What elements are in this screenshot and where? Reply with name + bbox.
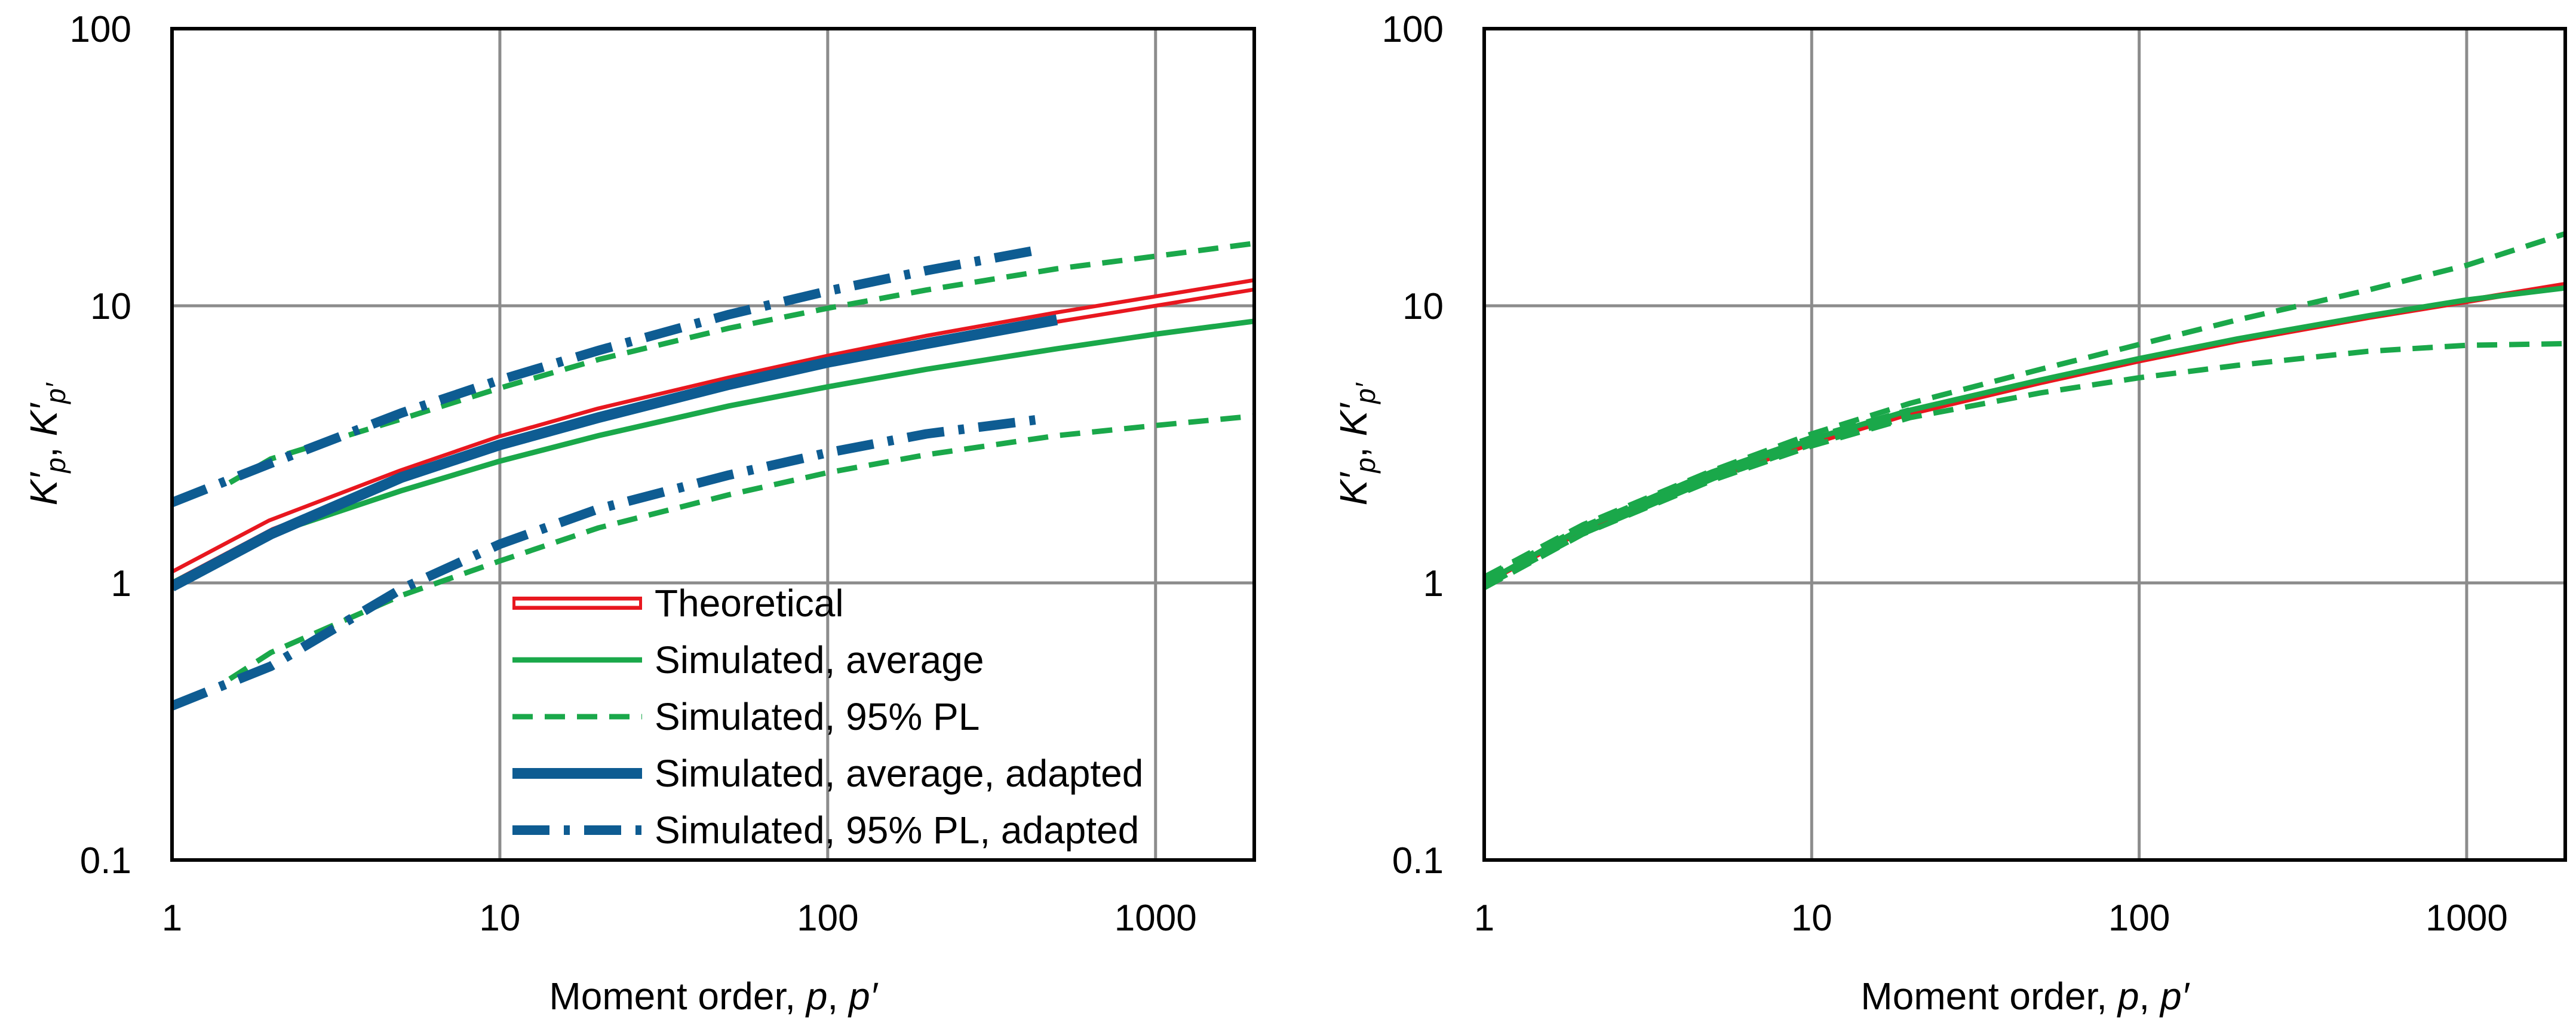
legend-item-simulated-95-pl: Simulated, 95% PL [512,695,980,738]
legend-item-simulated-95-pl-label: Simulated, 95% PL [655,695,980,738]
legend-item-simulated-average-adapted-label: Simulated, average, adapted [655,752,1143,795]
right-y-tick-label: 1 [1423,563,1444,604]
right-y-axis-title: K′p, K′p′ [1332,382,1381,505]
right-y-tick-label: 0.1 [1392,840,1444,882]
left-legend: Theoretical Simulated, average Simulated, … [512,582,1143,852]
left-x-axis-title: Moment order, p, p′ [549,975,878,1018]
left-plot-frame [170,27,1256,862]
left-y-axis-title: K′p, K′p′ [22,382,71,505]
right-series-simulated-95-pl-3 [1484,340,2565,591]
left-series-simulated-95-pl-3 [228,413,1254,681]
left-x-tick-label: 100 [797,898,858,939]
legend-item-simulated-95-pl-adapted: Simulated, 95% PL, adapted [512,809,1139,852]
right-x-tick-label: 1000 [2425,898,2508,939]
left-series-theoretical-0-fill [172,282,1254,580]
legend-item-simulated-average-label: Simulated, average [655,638,984,681]
right-x-tick-label: 100 [2108,898,2170,939]
left-y-tick-label: 100 [70,9,131,50]
left-series-simulated-95-pl-adapted-6 [172,414,1043,711]
left-y-tick-label: 1 [111,563,131,604]
left-series-theoretical-0-outline [172,278,1254,583]
left-series-simulated-average-1 [172,318,1254,586]
legend-item-simulated-95-pl-adapted-label: Simulated, 95% PL, adapted [655,809,1139,852]
left-tick-labels: 1 10 100 1000 0.1 1 10 100 [70,9,1197,939]
left-series-group [172,241,1254,711]
right-tick-labels: 1 10 100 1000 0.1 1 10 100 [1382,9,2508,939]
right-series-simulated-95-pl-2 [1484,231,2565,580]
right-y-tick-label: 100 [1382,9,1444,50]
left-series-simulated-95-pl-adapted-5 [172,244,1043,507]
right-series-simulated-95-pl-adapted-4 [1484,407,1912,588]
right-series-simulated-average-1 [1484,285,2565,585]
left-x-tick-label: 10 [479,898,520,939]
right-x-tick-label: 1 [1474,898,1494,939]
legend-item-simulated-average: Simulated, average [512,638,984,681]
left-x-tick-label: 1000 [1114,898,1197,939]
left-series-simulated-average-adapted-4 [172,314,1058,592]
right-series-theoretical-0 [1484,281,2565,586]
right-x-axis-title: Moment order, p, p′ [1860,975,2190,1018]
right-plot-frame [1482,27,2567,862]
right-gridlines [1482,27,2565,862]
left-x-tick-label: 1 [162,898,182,939]
right-y-tick-label: 10 [1402,286,1444,327]
legend-item-simulated-average-adapted: Simulated, average, adapted [512,752,1143,795]
right-series-group [1484,231,2565,591]
left-y-tick-label: 0.1 [80,840,131,882]
legend-item-theoretical-label: Theoretical [655,582,844,625]
right-x-tick-label: 10 [1791,898,1832,939]
legend-item-theoretical: Theoretical [512,582,844,625]
left-series-simulated-95-pl-2 [228,241,1254,486]
left-y-tick-label: 10 [90,286,131,327]
